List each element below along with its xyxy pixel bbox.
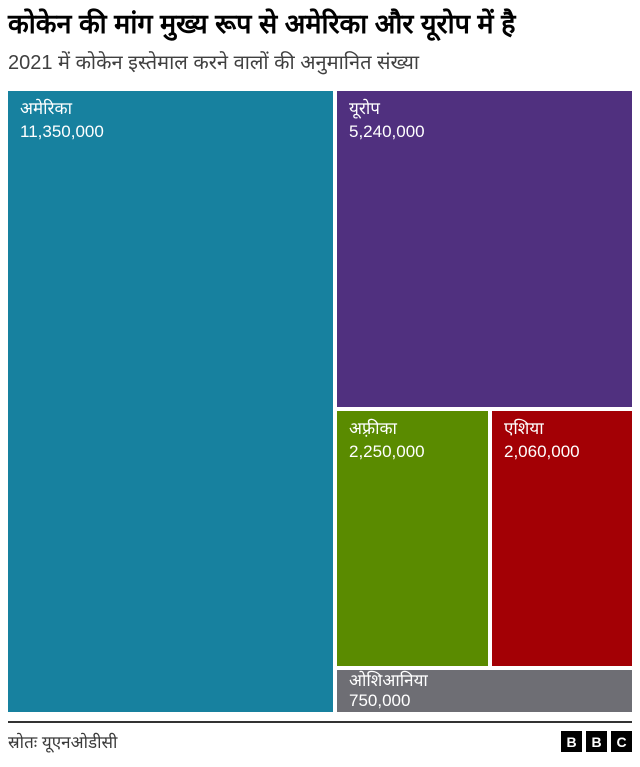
- treemap-block-asia: एशिया 2,060,000: [492, 411, 632, 666]
- footer: स्रोतः यूएनओडीसी B B C: [8, 721, 632, 753]
- block-label-americas: अमेरिका: [20, 99, 72, 118]
- treemap-block-oceania: ओशिआनिया 750,000: [337, 670, 632, 712]
- block-value-asia: 2,060,000: [504, 442, 580, 461]
- block-label-europe: यूरोप: [349, 99, 380, 118]
- source-text: स्रोतः यूएनओडीसी: [8, 733, 118, 752]
- treemap-block-africa: अफ़्रीका 2,250,000: [337, 411, 488, 666]
- block-label-oceania: ओशिआनिया: [349, 671, 428, 690]
- treemap-block-europe: यूरोप 5,240,000: [337, 91, 632, 407]
- chart-page: कोकेन की मांग मुख्य रूप से अमेरिका और यू…: [0, 6, 640, 767]
- block-label-asia: एशिया: [504, 419, 544, 438]
- bbc-logo: B B C: [561, 731, 632, 752]
- block-value-oceania: 750,000: [349, 691, 411, 710]
- block-value-europe: 5,240,000: [349, 122, 425, 141]
- treemap: अमेरिका 11,350,000 यूरोप 5,240,000 अफ़्र…: [8, 91, 632, 712]
- block-value-americas: 11,350,000: [20, 122, 104, 141]
- treemap-block-americas: अमेरिका 11,350,000: [8, 91, 333, 712]
- block-value-africa: 2,250,000: [349, 442, 425, 461]
- block-label-africa: अफ़्रीका: [349, 419, 397, 438]
- bbc-logo-letter-1: B: [561, 731, 582, 752]
- chart-subtitle: 2021 में कोकेन इस्तेमाल करने वालों की अन…: [8, 52, 420, 74]
- bbc-logo-letter-2: B: [586, 731, 607, 752]
- chart-title: कोकेन की मांग मुख्य रूप से अमेरिका और यू…: [8, 9, 516, 39]
- bbc-logo-letter-3: C: [611, 731, 632, 752]
